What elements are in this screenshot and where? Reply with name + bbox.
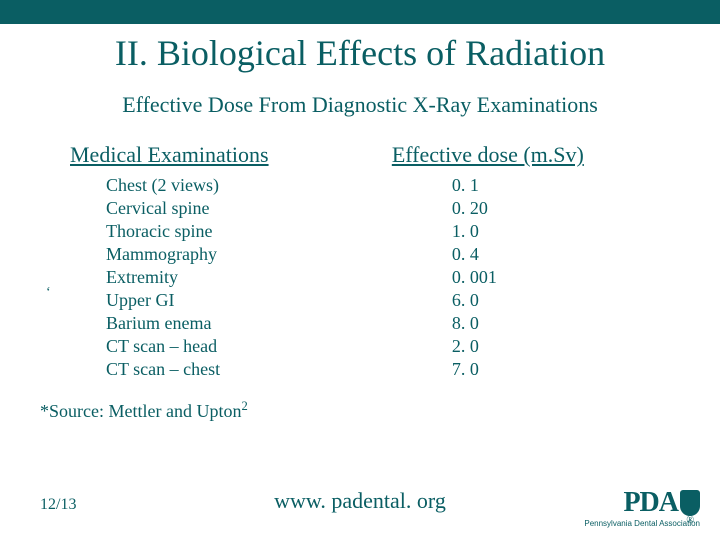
dose-item: 8. 0 — [452, 312, 660, 335]
logo-main: PDA — [584, 487, 700, 519]
logo-tooth-icon — [680, 490, 700, 516]
exam-item: Cervical spine — [106, 197, 392, 220]
dose-list: 0. 1 0. 20 1. 0 0. 4 0. 001 6. 0 8. 0 2.… — [392, 174, 660, 381]
exam-item: Barium enema — [106, 312, 392, 335]
dose-item: 2. 0 — [452, 335, 660, 358]
exam-list: Chest (2 views) Cervical spine Thoracic … — [70, 174, 392, 381]
source-citation: *Source: Mettler and Upton2 — [0, 399, 720, 422]
source-superscript: 2 — [241, 399, 247, 413]
exam-item: Thoracic spine — [106, 220, 392, 243]
dose-item: 0. 1 — [452, 174, 660, 197]
page-title: II. Biological Effects of Radiation — [0, 32, 720, 74]
dose-item: 1. 0 — [452, 220, 660, 243]
dose-item: 0. 001 — [452, 266, 660, 289]
exam-item: CT scan – head — [106, 335, 392, 358]
page-subtitle: Effective Dose From Diagnostic X-Ray Exa… — [0, 92, 720, 118]
top-band — [0, 0, 720, 24]
left-column: Medical Examinations Chest (2 views) Cer… — [70, 142, 392, 381]
right-column-header: Effective dose (m.Sv) — [392, 142, 660, 168]
exam-item: Chest (2 views) — [106, 174, 392, 197]
dose-item: 0. 4 — [452, 243, 660, 266]
exam-item: CT scan – chest — [106, 358, 392, 381]
dose-item: 0. 20 — [452, 197, 660, 220]
pda-logo: PDA Pennsylvania Dental Association ® — [584, 487, 700, 528]
stray-tick-mark: ‘ — [46, 285, 51, 301]
right-column: Effective dose (m.Sv) 0. 1 0. 20 1. 0 0.… — [392, 142, 660, 381]
exam-item: Upper GI — [106, 289, 392, 312]
left-column-header: Medical Examinations — [70, 142, 392, 168]
data-columns: Medical Examinations Chest (2 views) Cer… — [0, 142, 720, 381]
logo-subtitle: Pennsylvania Dental Association — [584, 519, 700, 528]
source-text: *Source: Mettler and Upton — [40, 401, 241, 421]
exam-item: Mammography — [106, 243, 392, 266]
exam-item: Extremity — [106, 266, 392, 289]
logo-text: PDA — [623, 487, 678, 519]
dose-item: 6. 0 — [452, 289, 660, 312]
dose-item: 7. 0 — [452, 358, 660, 381]
footer-date: 12/13 — [40, 496, 76, 514]
registered-mark: ® — [686, 515, 694, 526]
